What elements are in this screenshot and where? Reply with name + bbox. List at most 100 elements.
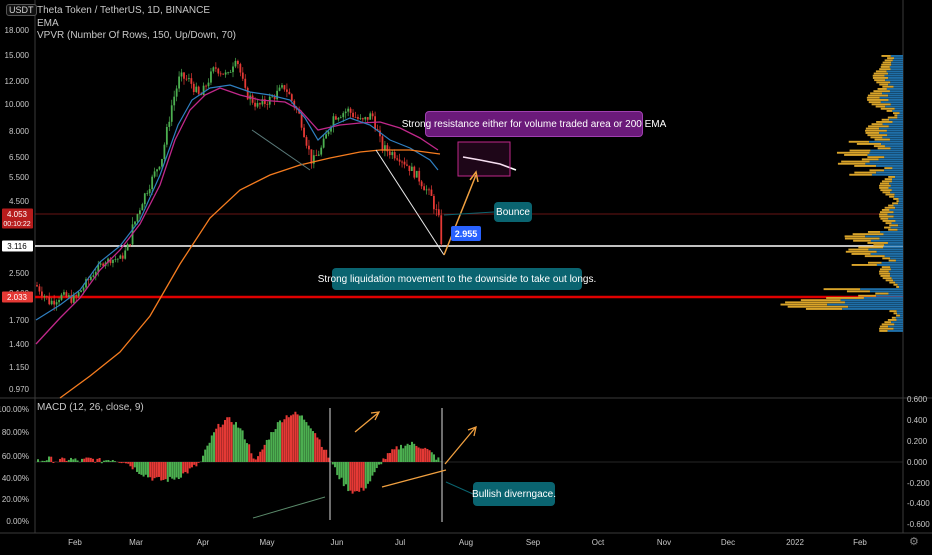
volume-bar-down xyxy=(882,257,890,259)
volume-bar-down xyxy=(888,319,897,321)
candle-body xyxy=(399,160,401,162)
candle-body xyxy=(389,151,391,155)
macd-bar xyxy=(85,458,87,462)
volume-bar-down xyxy=(880,326,888,328)
macd-bar xyxy=(352,462,354,494)
macd-bar xyxy=(354,462,356,491)
volume-bar-down xyxy=(867,242,888,244)
macd-bar xyxy=(149,462,151,477)
candle-body xyxy=(61,295,63,300)
volume-bar-down xyxy=(879,213,887,215)
volume-bar-up xyxy=(876,165,903,167)
macd-bar xyxy=(147,462,149,477)
volume-bar-down xyxy=(868,95,888,97)
volume-bar-down xyxy=(858,246,883,248)
candle-body xyxy=(303,128,305,137)
symbol-badge[interactable]: USDT xyxy=(6,4,37,16)
candle-body xyxy=(409,166,411,171)
volume-bar-up xyxy=(868,154,903,156)
gear-icon[interactable]: ⚙ xyxy=(909,535,919,548)
macd-bar xyxy=(187,462,189,473)
volume-bar-down xyxy=(880,183,889,185)
candle-body xyxy=(340,117,342,118)
volume-bar-up xyxy=(894,196,903,198)
candle-body xyxy=(151,177,153,189)
volume-bar-up xyxy=(899,198,903,200)
macd-bar xyxy=(413,444,415,462)
macd-bar xyxy=(242,430,244,462)
price-tick-label: 8.000 xyxy=(9,127,30,136)
time-tick-label: Feb xyxy=(68,538,82,547)
volume-bar-up xyxy=(879,132,903,134)
volume-bar-down xyxy=(882,323,895,325)
volume-bar-down xyxy=(887,110,893,112)
macd-bar xyxy=(132,462,134,469)
macd-bar xyxy=(268,440,270,462)
volume-bar-down xyxy=(878,147,891,149)
volume-bar-up xyxy=(895,108,903,110)
macd-bar xyxy=(279,420,281,462)
volume-bar-down xyxy=(896,315,900,317)
candle-body xyxy=(178,77,180,89)
volume-bar-down xyxy=(881,108,895,110)
bounce-price-label: 2.955 xyxy=(451,226,481,241)
macd-bar xyxy=(129,462,131,466)
ema-indicator-label[interactable]: EMA xyxy=(37,18,59,29)
volume-bar-down xyxy=(874,73,888,75)
macd-bar xyxy=(248,444,250,462)
volume-bar-down xyxy=(883,62,892,64)
volume-bar-down xyxy=(780,304,827,306)
macd-bar xyxy=(140,462,142,475)
candle-body xyxy=(423,186,425,190)
volume-bar-down xyxy=(885,207,896,209)
candle-body xyxy=(171,105,173,121)
candle-body xyxy=(347,109,349,112)
macd-bar xyxy=(220,427,222,462)
volume-bar-down xyxy=(868,231,880,233)
volume-bar-down xyxy=(879,273,890,275)
volume-bar-down xyxy=(869,169,884,171)
macd-bar xyxy=(191,462,193,467)
candle-body xyxy=(440,215,442,244)
volume-bar-down xyxy=(847,290,870,292)
candle-body xyxy=(428,189,430,190)
macd-bar xyxy=(167,462,169,482)
candle-body xyxy=(418,171,420,182)
vpvr-indicator-label[interactable]: VPVR (Number Of Rows, 150, Up/Down, 70) xyxy=(37,30,236,41)
macd-bar xyxy=(233,425,235,462)
volume-bar-down xyxy=(880,211,894,213)
volume-bar-down xyxy=(893,198,898,200)
price-tick-label: 0.970 xyxy=(9,385,30,394)
volume-bar-down xyxy=(882,209,890,211)
volume-bar-down xyxy=(884,167,892,169)
volume-bar-up xyxy=(888,218,903,220)
volume-bar-up xyxy=(891,268,903,270)
volume-bar-down xyxy=(824,288,861,290)
candle-body xyxy=(90,277,92,280)
macd-arrow-1 xyxy=(355,413,378,432)
volume-bar-up xyxy=(869,152,903,154)
macd-bar xyxy=(321,447,323,462)
volume-bar-up xyxy=(877,264,903,266)
volume-bar-up xyxy=(882,262,903,264)
volume-bar-up xyxy=(884,244,903,246)
volume-bar-up xyxy=(893,59,903,61)
volume-bar-down xyxy=(885,178,893,180)
price-tick-label: 1.400 xyxy=(9,340,30,349)
macd-right-tick: -0.200 xyxy=(907,479,930,488)
macd-bar xyxy=(105,460,107,462)
volume-bar-down xyxy=(892,202,898,204)
volume-bar-up xyxy=(881,101,903,103)
macd-bar xyxy=(272,432,274,462)
volume-bar-up xyxy=(884,156,903,158)
volume-bar-down xyxy=(880,275,890,277)
chart-title: Theta Token / TetherUS, 1D, BINANCE xyxy=(37,5,210,16)
macd-bar xyxy=(365,462,367,488)
macd-indicator-label[interactable]: MACD (12, 26, close, 9) xyxy=(37,402,144,413)
candle-body xyxy=(301,114,303,128)
macd-bar xyxy=(415,446,417,462)
volume-bar-up xyxy=(888,242,903,244)
candle-body xyxy=(181,73,183,77)
volume-bar-down xyxy=(880,218,888,220)
macd-bar xyxy=(398,449,400,462)
